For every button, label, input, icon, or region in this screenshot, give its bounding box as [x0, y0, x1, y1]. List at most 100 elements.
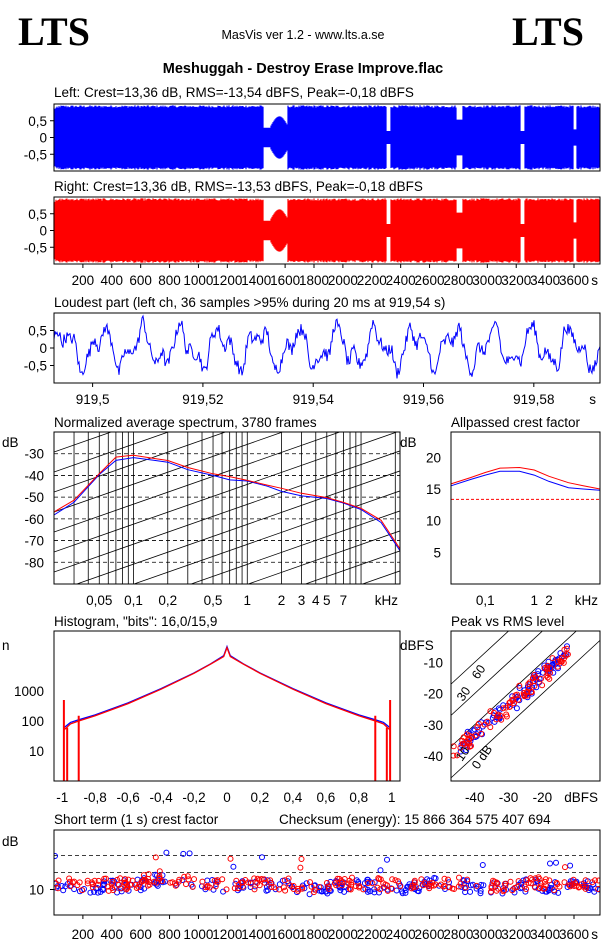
scatter-point [457, 744, 464, 751]
scatter-point [256, 876, 263, 883]
scatter-point [582, 885, 589, 892]
scatter-point [180, 850, 187, 857]
spectrum-grid [54, 432, 400, 584]
scatter-point [79, 887, 86, 894]
x-tick-label: 3200 [501, 273, 531, 288]
scatter-point [151, 878, 158, 885]
y-tick-label: 10 [426, 514, 441, 529]
x-tick-label: 1800 [299, 927, 329, 942]
diagonal-label: 30 [454, 684, 473, 703]
x-tick-label: 1400 [241, 927, 271, 942]
x-unit: dBFS [564, 790, 598, 805]
scatter-point [341, 876, 348, 882]
diagonal-label: 10 [453, 744, 472, 763]
scatter-point [105, 887, 112, 894]
scatter-point [474, 724, 481, 731]
scatter-point [101, 875, 108, 882]
loudest-part-panel: Loudest part (left ch, 36 samples >95% d… [24, 295, 601, 407]
scatter-point [282, 887, 289, 894]
scatter-point [95, 877, 102, 884]
scatter-point [515, 696, 522, 703]
scatter-point [95, 881, 102, 888]
header: LTS LTS MasVis ver 1.2 - www.lts.a.se Me… [18, 9, 584, 77]
x-tick-label: 600 [129, 927, 152, 942]
scatter-point [294, 889, 300, 896]
grid-slope [247, 530, 400, 584]
scatter-point [547, 860, 553, 867]
x-tick-label: 1 [388, 790, 396, 805]
x-tick-label: 2 [545, 593, 553, 608]
x-tick-label: 2200 [357, 273, 387, 288]
scatter-point [467, 888, 474, 895]
scatter-point [507, 878, 514, 885]
scatter-point [441, 882, 448, 889]
scatter-point [498, 716, 505, 723]
scatter-point [199, 878, 206, 885]
x-tick-label: 0,6 [316, 790, 335, 805]
scatter-point [542, 882, 549, 889]
x-tick-label: 3200 [501, 927, 531, 942]
scatter-point [259, 854, 265, 861]
x-tick-label: 919,5 [76, 392, 110, 407]
scatter-point [326, 885, 332, 892]
y-label: n [2, 638, 10, 653]
y-tick-label: 0,5 [28, 324, 47, 339]
scatter-point [521, 883, 528, 890]
scatter-point [374, 884, 381, 891]
scatter-point [556, 883, 563, 890]
scatter-point [316, 884, 323, 890]
x-tick-label: 2400 [386, 273, 416, 288]
scatter-point [143, 877, 150, 884]
scatter-point [484, 718, 491, 725]
scatter-point [408, 885, 415, 892]
scatter-point [295, 885, 301, 892]
scatter-point [189, 883, 196, 890]
logo-right: LTS [512, 9, 584, 54]
scatter-point [184, 873, 191, 880]
x-tick-label: -40 [465, 790, 485, 805]
scatter-point [175, 878, 182, 885]
scatter-point [495, 705, 502, 712]
charts-layer: Left: Crest=13,36 dB, RMS=-13,54 dBFS, P… [2, 85, 601, 942]
x-tick-label: 2000 [328, 273, 358, 288]
grid-slope [54, 432, 399, 553]
scatter-point [227, 855, 234, 862]
scatter-point [411, 877, 418, 884]
scatter-point [561, 646, 568, 653]
scatter-point [156, 875, 163, 882]
loudest-part-title: Loudest part (left ch, 36 samples >95% d… [54, 295, 445, 310]
scatter-point [399, 888, 405, 895]
short-term-crest-panel: Short term (1 s) crest factor Checksum (e… [2, 812, 601, 942]
scatter-point [122, 879, 129, 886]
diagonal-label: 60 [469, 662, 488, 681]
y-tick-label: 0,5 [28, 114, 47, 129]
scatter-point [463, 747, 470, 754]
scatter-point [297, 864, 304, 871]
file-title: Meshuggah - Destroy Erase Improve.flac [163, 61, 443, 77]
x-tick-label: 3 [298, 593, 306, 608]
short-term-crest-frame [53, 829, 601, 916]
x-tick-label: 0,05 [86, 593, 112, 608]
scatter-point [479, 862, 486, 868]
y-tick-label: -70 [24, 534, 44, 549]
scatter-point [509, 696, 516, 703]
scatter-point [456, 874, 462, 881]
spectrum-series-1 [53, 454, 401, 550]
scatter-point [140, 872, 147, 879]
scatter-point [465, 735, 472, 742]
scatter-point [298, 856, 305, 862]
scatter-point [532, 875, 539, 882]
x-tick-label: 200 [72, 927, 95, 942]
scatter-point [185, 876, 192, 883]
x-tick-label: 0,1 [476, 593, 495, 608]
scatter-point [458, 883, 465, 890]
x-tick-label: 0,2 [158, 593, 177, 608]
scatter-point [251, 886, 258, 893]
scatter-point [109, 885, 116, 891]
x-tick-label: 2 [278, 593, 286, 608]
scatter-point [487, 724, 494, 731]
scatter-point [268, 884, 275, 890]
short-term-plot [54, 849, 600, 898]
scatter-point [346, 885, 353, 892]
